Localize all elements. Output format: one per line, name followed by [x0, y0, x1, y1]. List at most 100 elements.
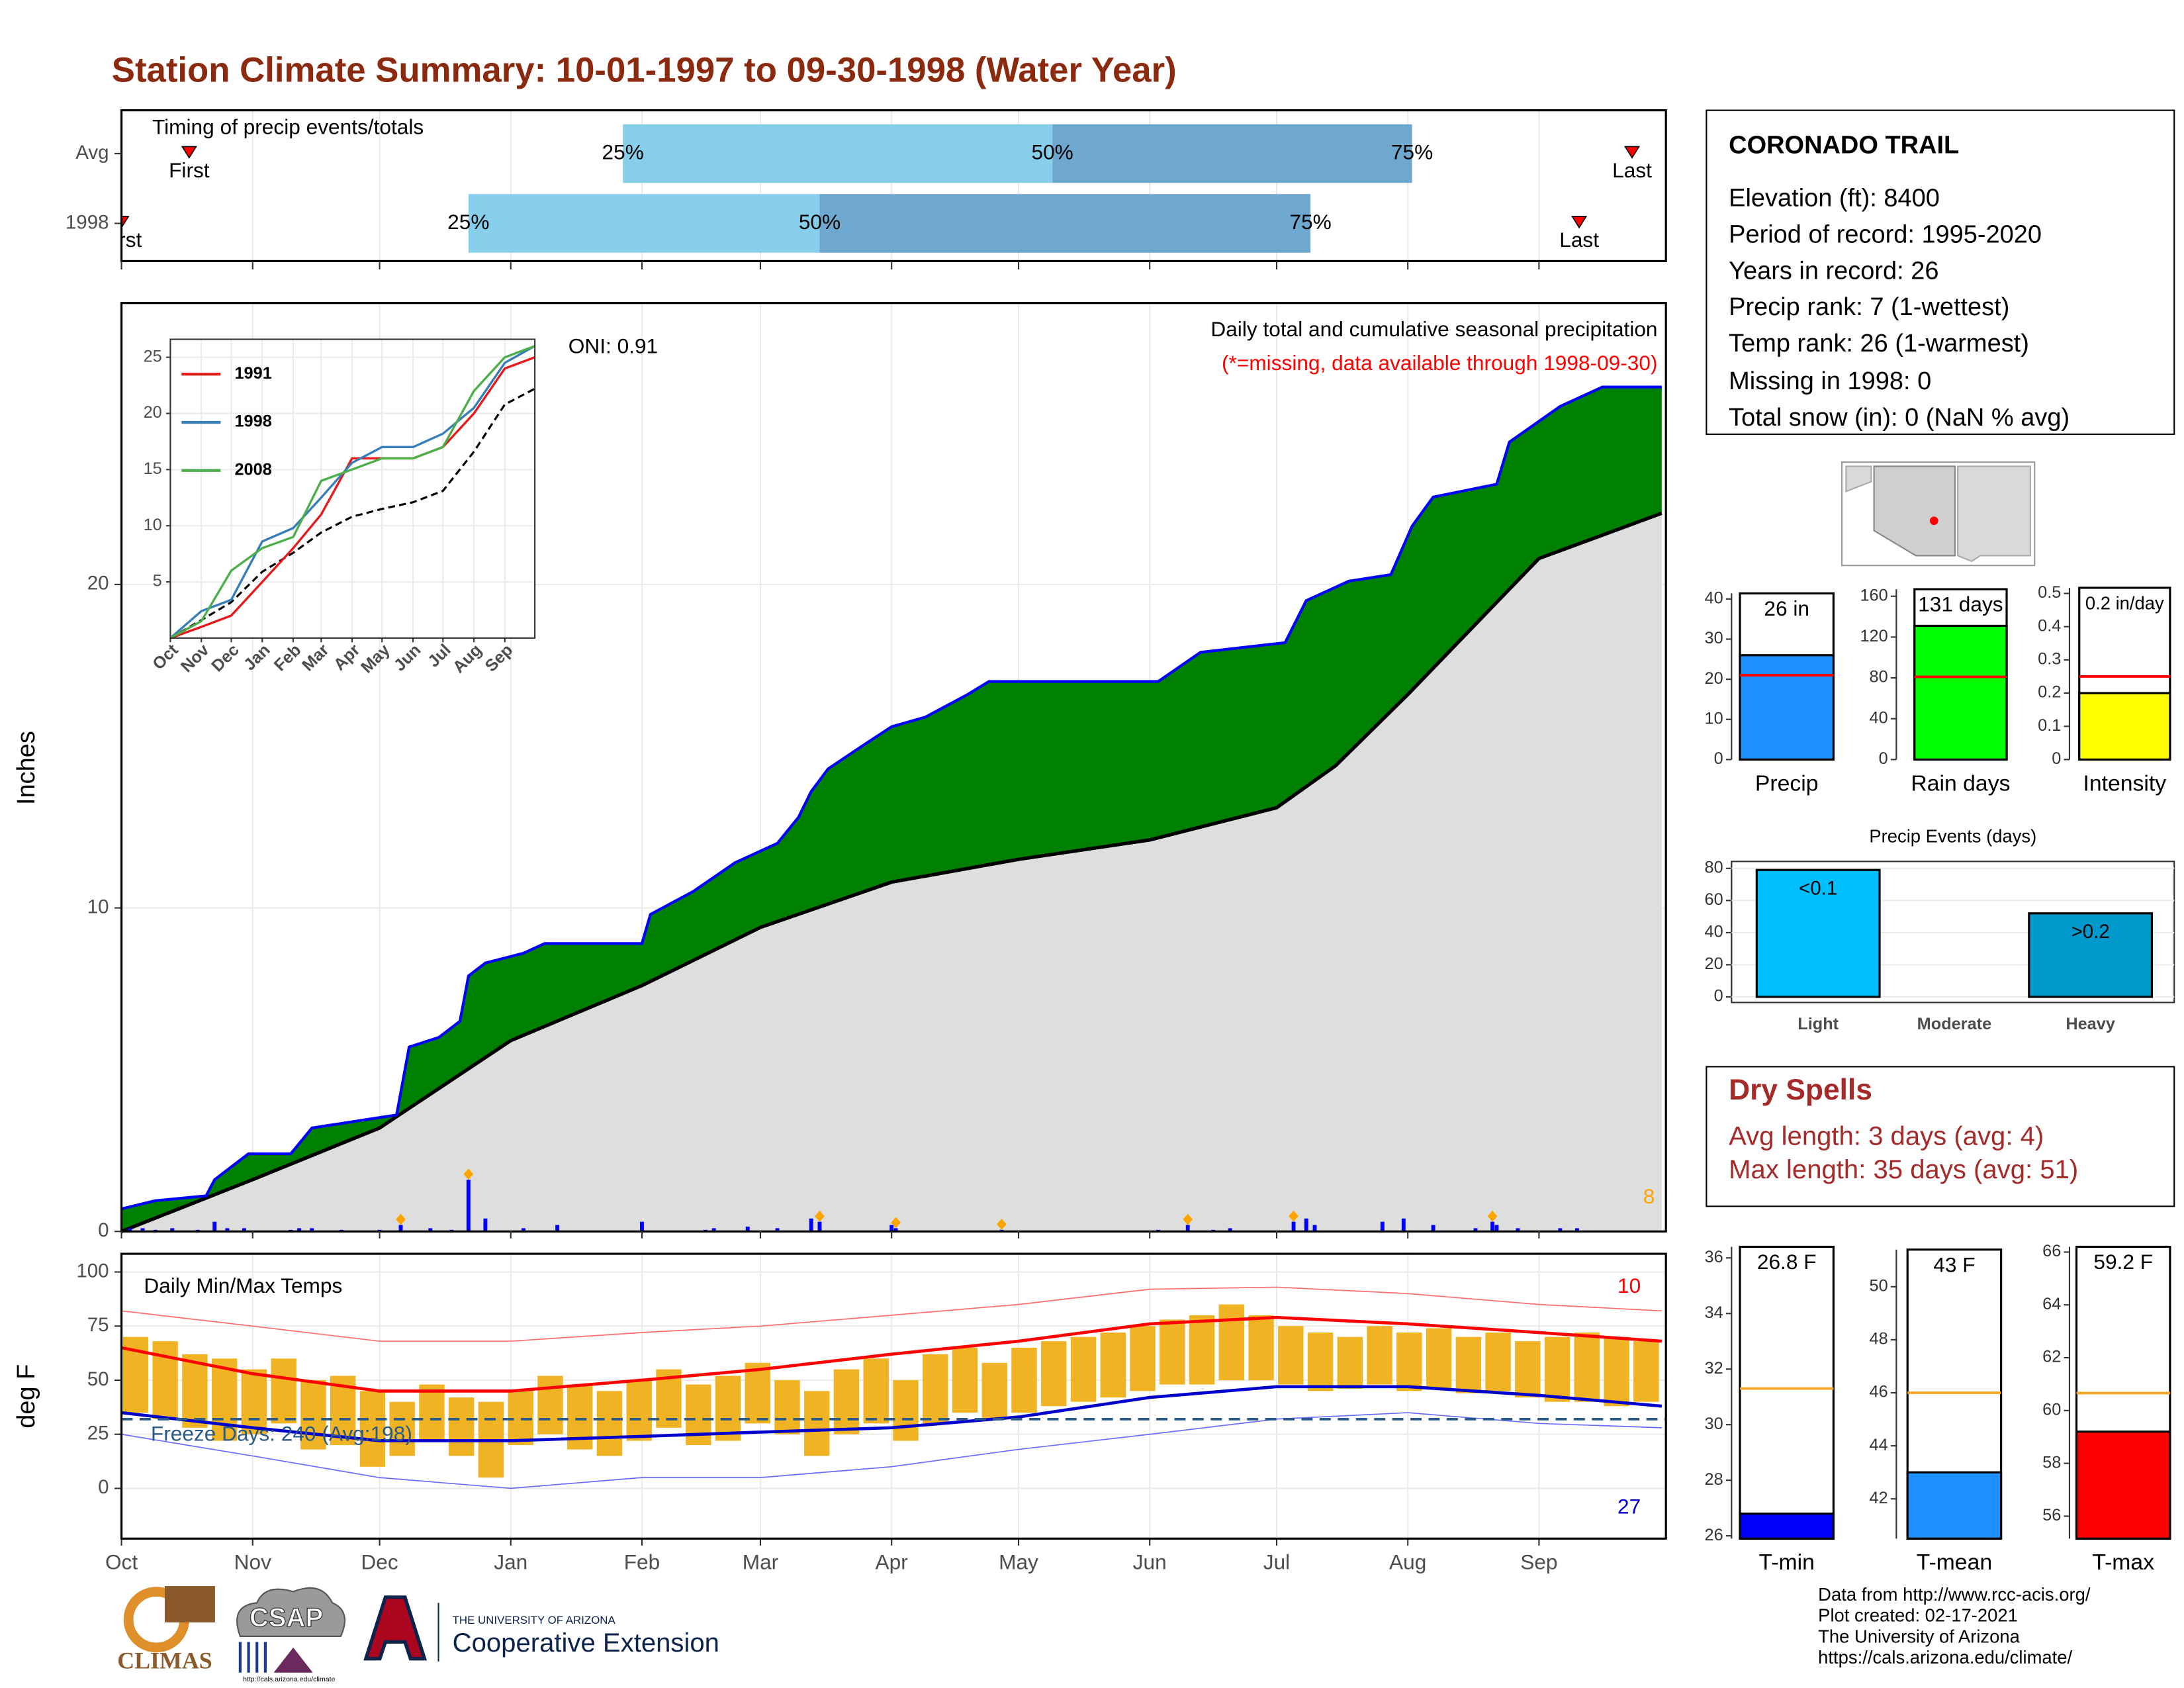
daily-precip-bar	[140, 1228, 145, 1232]
value-label: 59.2 F	[2093, 1250, 2153, 1274]
category-label: Heavy	[2066, 1015, 2115, 1033]
csap-mountain	[273, 1647, 313, 1673]
x-tick-label: Dec	[361, 1550, 398, 1574]
heavy-event-marker	[1289, 1210, 1298, 1222]
quartile-label: 75%	[1391, 140, 1433, 164]
y-tick-label: 40	[1870, 708, 1888, 727]
daily-precip-bar	[889, 1225, 894, 1232]
x-tick-label: Oct	[105, 1550, 138, 1574]
y-tick-label: 0	[1714, 987, 1723, 1006]
quartile-bar	[1052, 124, 1412, 183]
heavy-event-marker	[1487, 1210, 1498, 1222]
dry-spells-line: Avg length: 3 days (avg: 4)	[1729, 1122, 2044, 1151]
daily-precip-bar	[1558, 1228, 1563, 1232]
y-tick-label: 1998	[66, 211, 109, 233]
event-label: Last	[1612, 158, 1652, 182]
event-marker	[1623, 146, 1641, 159]
chart-title: Precip Events (days)	[1869, 826, 2036, 847]
daily-precip-bar	[170, 1228, 175, 1232]
event-marker	[1571, 216, 1588, 229]
value-label: 131 days	[1918, 592, 2003, 616]
category-label: T-min	[1759, 1550, 1815, 1575]
bar	[1906, 1471, 2003, 1540]
chart-title: Daily Min/Max Temps	[144, 1274, 342, 1297]
temp-range-bar	[182, 1354, 208, 1428]
bar	[1755, 868, 1881, 998]
dry-spells-title: Dry Spells	[1729, 1074, 1872, 1106]
temp-range-bar	[1100, 1333, 1126, 1398]
temp-range-bar	[626, 1380, 652, 1441]
logos: CLIMAS CSAP http://cals.arizona.edu/clim…	[117, 1586, 719, 1683]
x-tick-label: Jun	[1133, 1550, 1167, 1574]
temp-range-bar	[1544, 1336, 1570, 1402]
temp-range-bar	[952, 1347, 978, 1413]
bar	[2075, 1430, 2171, 1540]
y-tick-label: 46	[1870, 1383, 1888, 1401]
average-line	[120, 511, 1662, 1233]
quartile-label: 50%	[1031, 140, 1073, 164]
heavy-event-marker	[463, 1168, 474, 1180]
annotation: ONI: 0.91	[569, 334, 658, 358]
quartile-label: 75%	[1289, 210, 1331, 234]
value-label: 26 in	[1764, 596, 1809, 620]
temp-range-bar	[1396, 1333, 1422, 1391]
y-tick-label: 58	[2042, 1453, 2061, 1472]
daily-precip-bar	[310, 1228, 314, 1232]
temp-range-bar	[271, 1358, 296, 1424]
x-tick-label: Feb	[624, 1550, 660, 1574]
y-tick-label: 0.2	[2038, 683, 2061, 702]
daily-precip-bar	[1574, 1228, 1579, 1232]
annotation: Freeze Days: 240 (Avg:198)	[151, 1422, 412, 1446]
temp-range-bar	[715, 1376, 741, 1441]
temp-range-bar	[1189, 1315, 1215, 1385]
y-tick-label: 20	[1705, 955, 1723, 973]
y-tick-label: 40	[1705, 923, 1723, 941]
bar	[1913, 624, 2008, 761]
daily-precip-bar	[1401, 1218, 1406, 1232]
daily-precip-bar	[745, 1226, 750, 1232]
temp-range-bar	[1455, 1336, 1482, 1393]
daily-precip-bar	[212, 1221, 217, 1232]
average-line	[169, 387, 535, 639]
temp-range-bar	[1041, 1341, 1067, 1407]
ua-name: THE UNIVERSITY OF ARIZONA	[453, 1614, 616, 1626]
temp-range-bar	[359, 1391, 386, 1467]
panel-border	[120, 109, 1667, 262]
x-tick-label: May	[999, 1550, 1038, 1574]
legend-label: 1998	[234, 412, 271, 431]
panel-border	[120, 1252, 1667, 1540]
quartile-bar	[623, 124, 1053, 183]
category-label: Light	[1797, 1015, 1839, 1033]
map-state	[1845, 465, 1872, 492]
footer-line: https://cals.arizona.edu/climate/	[1818, 1647, 2072, 1667]
y-tick-label: 42	[1870, 1489, 1888, 1507]
temp-range-bar	[804, 1391, 830, 1456]
event-label: Last	[1559, 228, 1599, 252]
quartile-bar	[468, 194, 820, 253]
y-tick-label: 50	[1870, 1276, 1888, 1295]
event-marker	[121, 216, 130, 229]
temp-range-bar	[923, 1354, 948, 1424]
station-line: Period of record: 1995-2020	[1729, 220, 2042, 248]
temp-range-bar	[774, 1380, 800, 1434]
panel-border	[120, 302, 1667, 1233]
record-low-count: 27	[1617, 1494, 1641, 1518]
heavy-event-marker	[891, 1217, 901, 1229]
category-label: T-max	[2092, 1550, 2154, 1575]
bar-frame	[1739, 1245, 1835, 1540]
temp-range-bar	[745, 1362, 770, 1424]
daily-precip-bar	[242, 1228, 246, 1232]
y-tick-label: 10	[87, 896, 109, 917]
y-tick-label: 160	[1860, 586, 1888, 604]
station-line: Precip rank: 7 (1-wettest)	[1729, 293, 2009, 321]
temp-range-bar	[833, 1369, 860, 1434]
daily-precip-bar	[1312, 1225, 1317, 1232]
temp-range-bar	[537, 1376, 563, 1434]
daily-precip-bar	[483, 1218, 488, 1232]
footer-line: The University of Arizona	[1818, 1626, 2020, 1646]
y-tick-label: 28	[1705, 1470, 1723, 1489]
y-tick-label: 10	[144, 516, 162, 534]
category-label: T-mean	[1917, 1550, 1992, 1575]
y-tick-label: 36	[1705, 1248, 1723, 1266]
daily-precip-bar	[1431, 1225, 1435, 1232]
